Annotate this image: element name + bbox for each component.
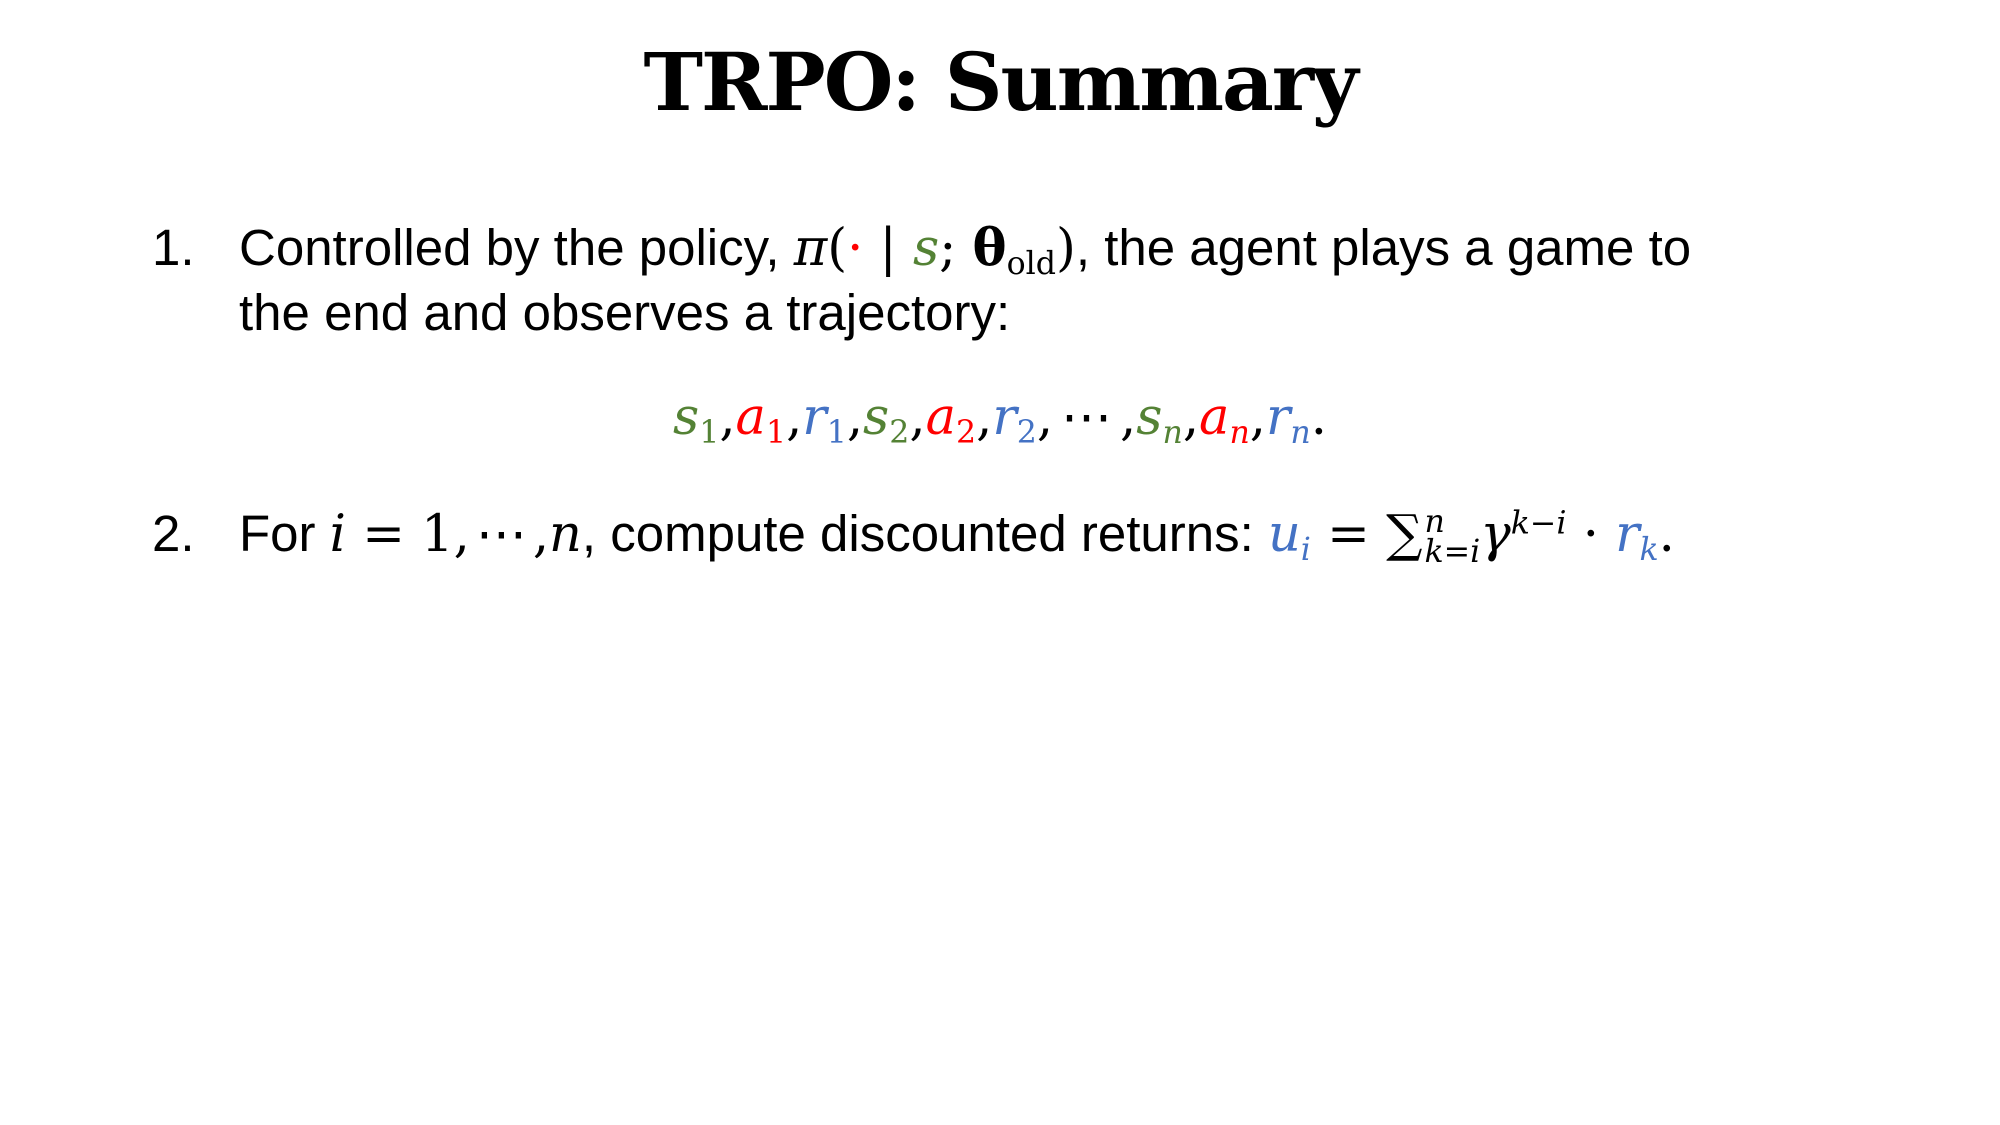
compute-text: , compute discounted returns:: [581, 505, 1268, 562]
open-paren: (: [827, 219, 848, 278]
comma: ,: [786, 388, 803, 447]
equals-one: = 1,: [345, 505, 470, 564]
given-bar: |: [863, 219, 913, 278]
item-body: For i = 1, ⋯ ,n, compute discounted return…: [239, 502, 1675, 571]
item-line-2: the end and observes a trajectory:: [239, 284, 1011, 341]
reward-r: rk: [1615, 505, 1659, 568]
comma: ,: [909, 388, 926, 447]
period: .: [1658, 505, 1675, 564]
traj-s1: s1: [673, 388, 720, 451]
policy-pi: π: [793, 219, 828, 278]
index-i: i: [329, 505, 346, 564]
period: .: [1310, 388, 1327, 447]
comma: ,: [1036, 388, 1054, 447]
traj-a1: a1: [735, 388, 787, 451]
gamma-symbol: γ: [1480, 505, 1511, 564]
equals: =: [1310, 505, 1387, 564]
sum-limits: n k=i: [1424, 504, 1481, 571]
comma: ,: [1120, 388, 1137, 447]
comma: ,: [1182, 388, 1200, 447]
close-paren: ): [1055, 219, 1076, 278]
comma: ,: [532, 505, 550, 564]
item-number: 1.: [152, 219, 195, 276]
item-line-1: Controlled by the policy, π(· | s; θold)…: [239, 216, 1691, 281]
traj-an: an: [1199, 388, 1250, 451]
cdot: ·: [1566, 505, 1616, 564]
return-u: ui: [1267, 505, 1311, 568]
gamma-exponent: k−i: [1510, 505, 1567, 542]
comma: ,: [719, 388, 736, 447]
item-body: Controlled by the policy, π(· | s; θold)…: [239, 216, 1691, 345]
sigma-symbol: ∑: [1386, 505, 1423, 564]
theta-subscript: old: [1006, 245, 1056, 282]
sum-upper-limit: n: [1424, 504, 1445, 541]
trajectory-formula: s1,a1,r1,s2,a2,r2, ⋯ ,sn,an,rn.: [0, 386, 2000, 450]
traj-sn: sn: [1136, 388, 1183, 451]
ellipsis: ⋯: [1061, 388, 1113, 447]
index-n: n: [549, 505, 582, 564]
comma: ,: [846, 388, 864, 447]
sum-lower-limit: k=i: [1424, 534, 1481, 571]
comma: ,: [1249, 388, 1267, 447]
semicolon: ;: [939, 219, 973, 278]
item-text-before: Controlled by the policy,: [239, 219, 794, 276]
for-text: For: [239, 505, 330, 562]
slide-title: TRPO: Summary: [643, 35, 1359, 129]
theta-symbol: θ: [972, 218, 1007, 278]
traj-s2: s2: [863, 388, 910, 451]
traj-rn: rn: [1266, 388, 1311, 451]
traj-r2: r2: [992, 388, 1037, 451]
comma: ,: [976, 388, 993, 447]
item-text-after: , the agent plays a game to: [1075, 219, 1692, 276]
action-dot: ·: [847, 219, 864, 278]
traj-r1: r1: [802, 388, 847, 451]
traj-a2: a2: [925, 388, 977, 451]
item-number: 2.: [152, 505, 195, 562]
state-s: s: [912, 219, 940, 278]
ellipsis: ⋯: [475, 505, 527, 564]
